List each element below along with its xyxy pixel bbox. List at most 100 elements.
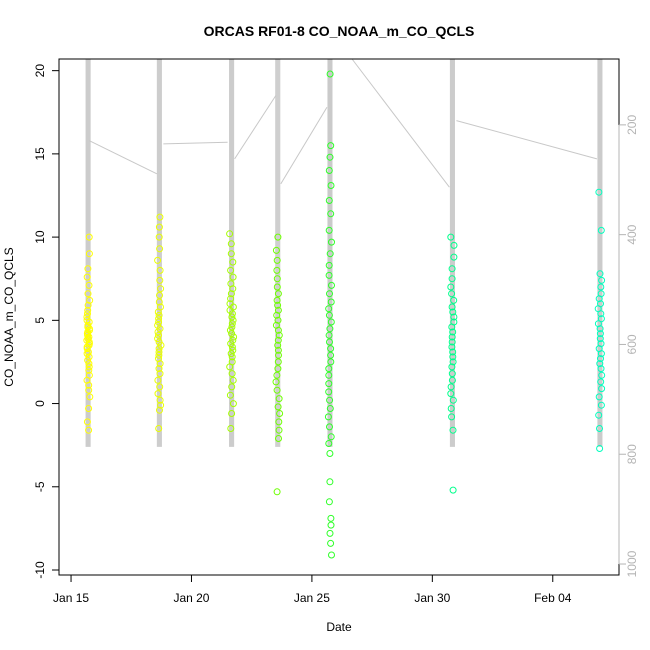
flight-track-segment [163,141,228,145]
data-point [83,313,91,321]
data-point [273,283,281,291]
data-point [597,300,604,308]
data-point [155,355,162,363]
data-point [448,370,456,378]
flight-track-segment [351,58,450,188]
data-point [154,390,162,398]
data-point [85,371,93,379]
data-point [228,410,236,417]
flight-track-layer [85,58,603,447]
data-point [598,385,606,393]
data-point [596,445,604,452]
data-point [154,376,162,384]
flight-track-segment [280,107,328,185]
data-point [447,405,455,412]
data-point [83,350,91,358]
data-point [155,348,163,356]
flight-track-segment [88,140,158,175]
data-point [597,355,604,363]
data-point [595,188,603,196]
data-point [155,425,163,432]
data-point [327,210,335,218]
data-point [85,281,93,289]
data-point [84,265,92,273]
data-point [85,366,93,374]
data-point [227,290,235,298]
data-point [448,343,456,351]
x-tick-label: Jan 25 [294,591,330,605]
data-point [328,551,335,559]
data-point [448,413,456,421]
y-tick-label: 5 [33,317,47,324]
data-point [328,238,335,246]
data-point [326,450,334,457]
data-point [229,376,237,384]
x-tick-label: Jan 15 [53,591,89,605]
data-point [156,245,164,253]
data-point [597,340,605,348]
data-point [449,328,457,336]
data-point [327,298,335,306]
y-tick-label: 0 [33,400,47,407]
data-point [274,336,282,344]
data-point [326,153,334,161]
data-point [325,440,333,447]
data-point [229,273,237,281]
data-point [449,486,457,494]
data-point [156,383,164,391]
data-point [449,353,457,361]
data-point [327,521,335,529]
data-point [325,271,333,279]
y-tick-label: 15 [33,147,47,161]
y-axis: -10 -5 0 5 10 15 20 [33,64,60,579]
data-point [155,365,163,373]
data-point [326,396,334,404]
data-point [274,341,282,349]
data-point [325,380,333,388]
data-point [326,290,333,298]
data-point [327,433,335,441]
flight-track-segment [456,120,598,160]
data-point [273,296,281,304]
data-point [325,197,333,204]
data-point [326,478,334,486]
data-point [86,296,94,304]
data-point [155,315,163,323]
data-point [84,306,92,314]
data-point [227,280,235,288]
data-point [598,276,606,284]
data-point [325,388,333,396]
x-tick-label: Feb 04 [534,591,572,605]
data-point [594,320,602,328]
pressure-tick-label: 600 [625,334,639,354]
data-point [155,311,163,319]
data-point [85,233,93,241]
data-point [85,325,93,333]
data-point [228,370,236,378]
data-point [228,358,236,366]
data-point [230,333,238,341]
data-point [326,338,333,346]
data-point [273,311,281,319]
data-point [274,346,282,354]
data-point [597,365,605,373]
data-point [449,308,457,316]
data-point [228,383,236,391]
data-point [448,333,456,341]
data-point [229,400,237,408]
pressure-axis: 200 400 600 800 1000 [618,115,639,577]
data-point [228,353,236,361]
data-point [273,266,281,274]
data-point [274,233,282,241]
data-point [226,391,234,399]
data-point [227,425,235,432]
y-tick-label: -5 [33,481,47,492]
data-point [326,423,333,431]
data-point [272,378,280,386]
data-point [326,405,334,412]
x-tick-label: Jan 20 [173,591,209,605]
plot-frame [58,58,620,576]
data-point [84,290,92,298]
data-point [85,250,93,258]
